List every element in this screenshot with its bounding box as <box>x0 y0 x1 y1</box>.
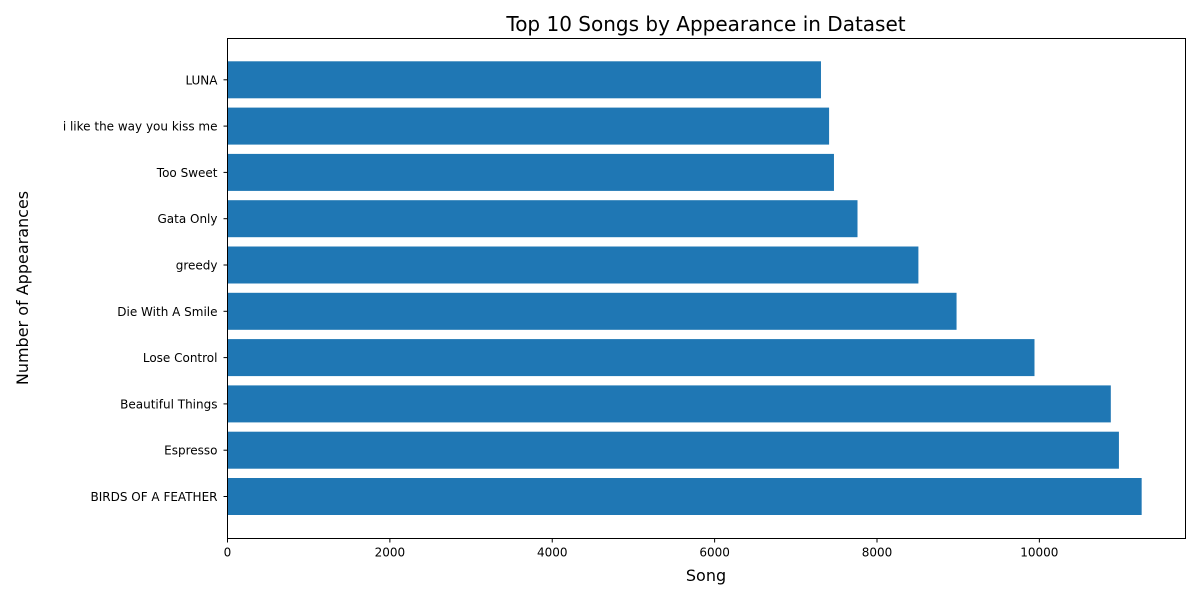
x-tick-label: 2000 <box>375 546 406 560</box>
bar <box>227 107 830 145</box>
bar <box>227 292 957 330</box>
bar <box>227 246 919 284</box>
plot-frame <box>227 38 1186 539</box>
x-tick-label: 0 <box>224 546 232 560</box>
y-tick-label: i like the way you kiss me <box>63 120 218 134</box>
y-tick-label: Lose Control <box>143 351 218 365</box>
y-ticks-group: BIRDS OF A FEATHER Espresso Beautiful Thin… <box>63 73 228 504</box>
y-tick-label: Espresso <box>164 444 217 458</box>
chart-title: Top 10 Songs by Appearance in Dataset <box>505 12 905 36</box>
y-tick-label: greedy <box>176 259 218 273</box>
y-tick-label: Gata Only <box>157 212 217 226</box>
bars-group <box>227 61 1142 515</box>
bar <box>227 385 1111 423</box>
y-tick-label: Too Sweet <box>156 166 218 180</box>
y-tick-label: Beautiful Things <box>120 397 217 411</box>
bar <box>227 431 1119 469</box>
bar <box>227 478 1142 515</box>
bar <box>227 61 821 99</box>
x-tick-label: 10000 <box>1020 546 1058 560</box>
y-axis-label: Number of Appearances <box>13 191 32 385</box>
bar <box>227 153 834 191</box>
y-tick-label: LUNA <box>185 73 218 87</box>
bar <box>227 200 858 238</box>
x-axis-label: Song <box>686 566 726 585</box>
bar <box>227 339 1035 377</box>
x-tick-label: 8000 <box>862 546 893 560</box>
y-tick-label: BIRDS OF A FEATHER <box>90 490 217 504</box>
x-tick-label: 6000 <box>699 546 730 560</box>
x-ticks-group: 0 2000 4000 6000 8000 10000 <box>224 538 1058 560</box>
y-tick-label: Die With A Smile <box>117 305 217 319</box>
x-tick-label: 4000 <box>537 546 568 560</box>
